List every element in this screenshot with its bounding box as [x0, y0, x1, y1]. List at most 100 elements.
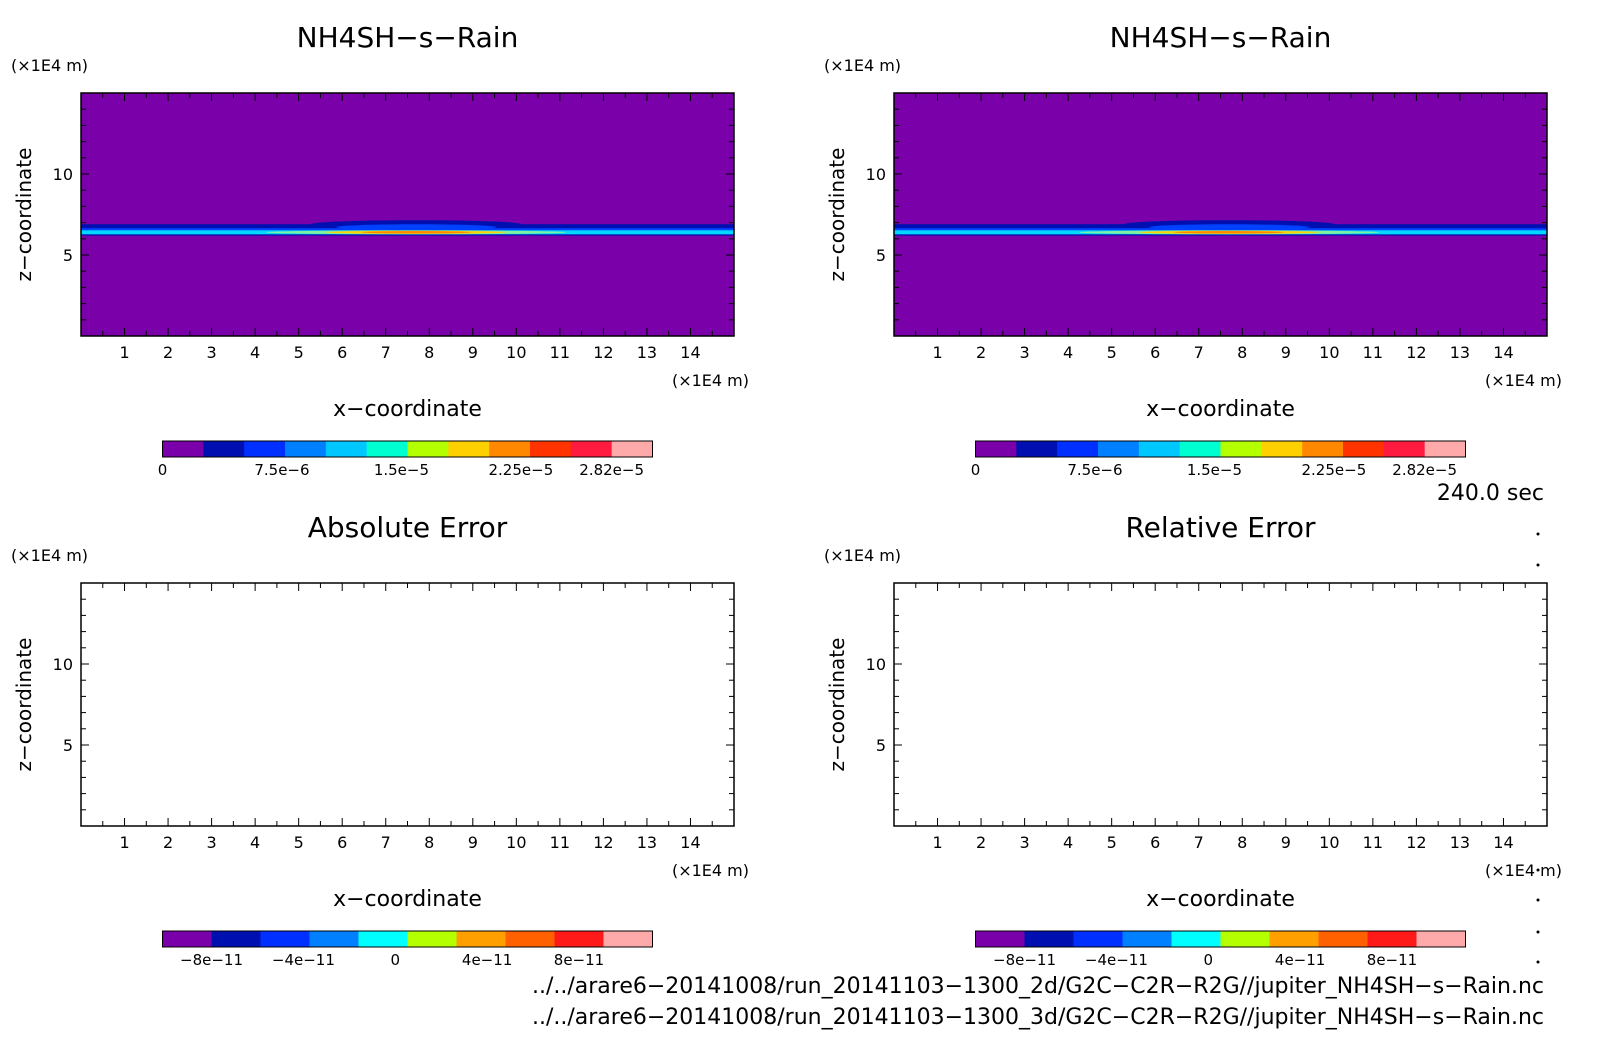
colorbar-swatch: [211, 931, 261, 947]
colorbar-swatch: [1424, 441, 1466, 457]
colorbar-label: 4e−11: [1275, 951, 1325, 969]
x-tick-label: 1: [932, 833, 942, 852]
x-tick-label: 11: [550, 833, 570, 852]
x-tick-label: 3: [1020, 833, 1030, 852]
x-tick-label: 7: [381, 833, 391, 852]
x-tick-label: 10: [1319, 833, 1339, 852]
colorbar-label: 2.82e−5: [1392, 461, 1457, 479]
colorbar-label: 8e−11: [1367, 951, 1417, 969]
x-tick-label: 7: [1194, 833, 1204, 852]
colorbar-label: 4e−11: [462, 951, 512, 969]
z-unit-label: (×1E4 m): [824, 56, 901, 75]
z-tick-label: 5: [876, 246, 886, 265]
colorbar-swatch: [554, 931, 604, 947]
z-axis-label: z−coordinate: [825, 638, 849, 772]
colorbar-swatch: [1343, 441, 1385, 457]
x-tick-label: 6: [1150, 833, 1160, 852]
panel-3: Absolute Error (×1E4 m) (×1E4 m) x−coordina…: [11, 511, 749, 969]
z-axis-label: z−coordinate: [825, 148, 849, 282]
time-label: 240.0 sec: [1437, 481, 1544, 506]
colorbar-label: 7.5e−6: [1067, 461, 1122, 479]
colorbar-label: 0: [1203, 951, 1213, 969]
x-tick-label: 4: [1063, 343, 1073, 362]
colorbar-swatch: [1416, 931, 1466, 947]
z-tick-label: 5: [876, 736, 886, 755]
file-path-2: ../../arare6−20141008/run_20141103−1300_…: [532, 1005, 1544, 1030]
x-tick-label: 13: [1450, 833, 1470, 852]
x-tick-label: 11: [550, 343, 570, 362]
colorbar-label: 0: [971, 461, 981, 479]
x-tick-label: 9: [1281, 343, 1291, 362]
colorbar-label: 7.5e−6: [254, 461, 309, 479]
colorbar-swatch: [1024, 931, 1074, 947]
x-tick-label: 12: [1406, 343, 1426, 362]
colorbar-swatch: [1057, 441, 1099, 457]
x-tick-label: 12: [593, 343, 613, 362]
panel-title: Relative Error: [1125, 511, 1316, 544]
x-tick-label: 3: [207, 833, 217, 852]
x-tick-label: 9: [468, 833, 478, 852]
x-tick-label: 13: [637, 343, 657, 362]
field-background: [894, 93, 1547, 336]
colorbar-label: 0: [390, 951, 400, 969]
x-unit-label: (×1E4 m): [1485, 371, 1562, 390]
colorbar-swatch: [407, 441, 449, 457]
z-unit-label: (×1E4 m): [11, 546, 88, 565]
z-tick-label: 10: [53, 655, 73, 674]
z-tick-label: 10: [53, 165, 73, 184]
colorbar-swatch: [244, 441, 286, 457]
bulge-mid: [336, 224, 497, 231]
panel-1: NH4SH−s−Rain (×1E4 m) (×1E4 m) x−coordinate…: [11, 21, 749, 479]
x-unit-label: (×1E4 m): [672, 861, 749, 880]
colorbar-swatch: [1318, 931, 1368, 947]
colorbar-label: 8e−11: [554, 951, 604, 969]
colorbar-label: 2.82e−5: [579, 461, 644, 479]
colorbar-swatch: [505, 931, 555, 947]
field-background: [81, 93, 734, 336]
x-tick-label: 14: [1493, 343, 1513, 362]
colorbar-label: −4e−11: [272, 951, 335, 969]
colorbar-label: −8e−11: [180, 951, 243, 969]
x-tick-label: 8: [1237, 343, 1247, 362]
colorbar-swatch: [203, 441, 245, 457]
x-tick-label: 14: [680, 343, 700, 362]
colorbar-swatch: [325, 441, 368, 457]
x-tick-label: 10: [1319, 343, 1339, 362]
colorbar-swatch: [1171, 931, 1221, 947]
panel-2: NH4SH−s−Rain (×1E4 m) (×1E4 m) x−coordinate…: [824, 21, 1562, 479]
panel-4: Relative Error (×1E4 m) (×1E4 m) x−coordina…: [824, 511, 1562, 969]
x-tick-label: 9: [1281, 833, 1291, 852]
colorbar-swatch: [530, 441, 572, 457]
x-tick-label: 11: [1363, 833, 1383, 852]
x-tick-label: 8: [1237, 833, 1247, 852]
x-tick-label: 8: [424, 833, 434, 852]
x-tick-label: 4: [1063, 833, 1073, 852]
colorbar-swatch: [407, 931, 457, 947]
x-tick-label: 5: [294, 343, 304, 362]
z-tick-label: 5: [63, 736, 73, 755]
x-tick-label: 2: [976, 833, 986, 852]
colorbar-swatch: [162, 931, 212, 947]
z-axis-label: z−coordinate: [12, 148, 36, 282]
colorbar-label: −4e−11: [1085, 951, 1148, 969]
colorbar-swatch: [1138, 441, 1181, 457]
x-tick-label: 14: [680, 833, 700, 852]
x-tick-label: 14: [1493, 833, 1513, 852]
colorbar-swatch: [1261, 441, 1303, 457]
z-tick-label: 10: [866, 165, 886, 184]
colorbar-frame: [975, 440, 1466, 458]
colorbar-label: 1.5e−5: [1187, 461, 1242, 479]
x-tick-label: 6: [337, 833, 347, 852]
colorbar-swatch: [1073, 931, 1123, 947]
colorbar-swatch: [1016, 441, 1058, 457]
x-tick-label: 3: [1020, 343, 1030, 362]
x-axis-label: x−coordinate: [333, 887, 482, 912]
colorbar-swatch: [309, 931, 359, 947]
panel-title: NH4SH−s−Rain: [1110, 21, 1332, 54]
x-tick-label: 3: [207, 343, 217, 362]
core-highlight-orange: [361, 231, 472, 234]
x-tick-label: 6: [337, 343, 347, 362]
core-highlight-orange: [1174, 231, 1285, 234]
colorbar-swatch: [260, 931, 310, 947]
